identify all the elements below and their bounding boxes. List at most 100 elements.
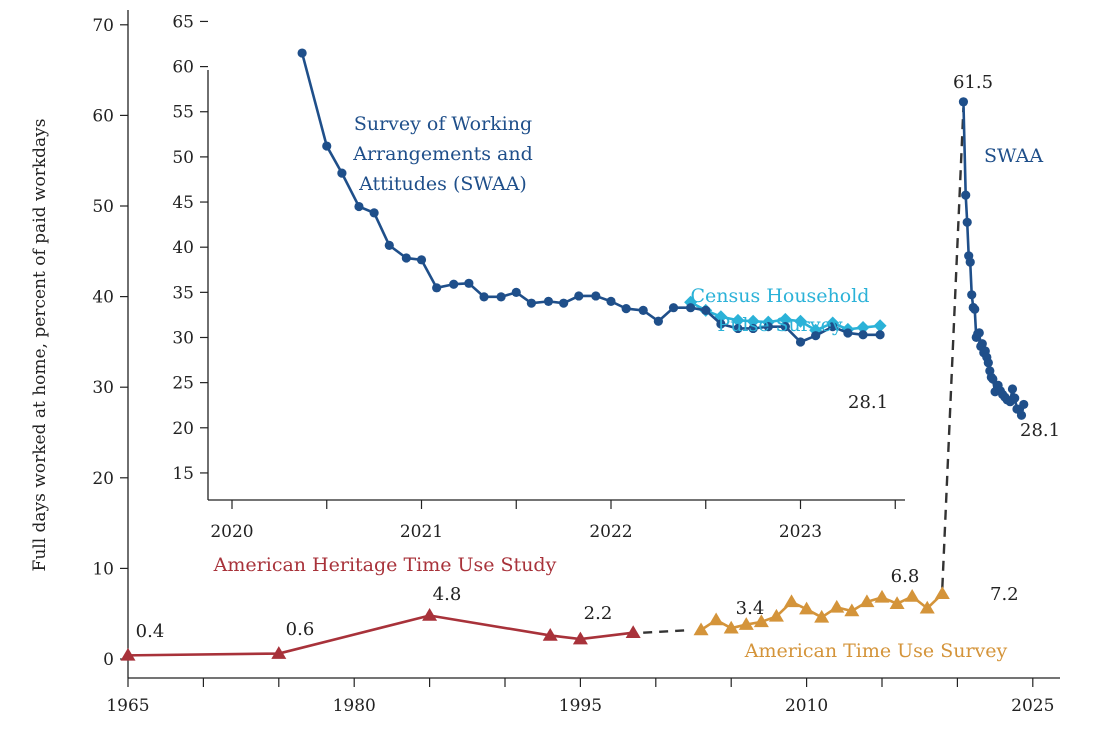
main-y-axis-label: Full days worked at home, percent of pai… [30,119,50,572]
inset-series-label-survey-of-working: Survey of Working [354,113,532,135]
main-y-tick-label: 50 [92,197,114,217]
inset-x-tick-label: 2022 [589,522,632,542]
atus-swaa-connector-line [941,107,965,588]
inset-survey-of-working-arrangements-and-attitudes-swaa-point [464,278,474,288]
main-swaa-point [970,304,980,314]
main-data-label: 0.4 [136,621,165,642]
main-series-label-american-heritage-time-use-study: American Heritage Time Use Study [213,554,557,576]
inset-survey-of-working-arrangements-and-attitudes-swaa-point [875,330,885,340]
main-swaa-point [961,190,971,200]
main-x-tick-label: 2010 [785,696,828,716]
inset-survey-of-working-arrangements-and-attitudes-swaa-point [843,328,853,338]
main-x-tick-label: 1980 [333,696,376,716]
inset-y-tick-label: 65 [172,12,194,32]
inset-survey-of-working-arrangements-and-attitudes-swaa-point [432,283,442,293]
inset-survey-of-working-arrangements-and-attitudes-swaa-point [780,322,790,332]
main-swaa-point [1010,393,1020,403]
main-american-time-use-survey-point [814,609,830,623]
inset-x-tick-label: 2023 [779,522,822,542]
ahtus-atus-connector-line [643,628,692,634]
main-data-label: 61.5 [953,72,993,93]
inset-survey-of-working-arrangements-and-attitudes-swaa-point [401,253,411,263]
inset-y-tick-label: 60 [172,58,194,78]
inset-survey-of-working-arrangements-and-attitudes-swaa-point [701,305,711,315]
inset-series-label-attitudes-swaa: Attitudes (SWAA) [358,173,527,195]
inset-survey-of-working-arrangements-and-attitudes-swaa-point [526,298,537,308]
inset-series-label-arrangements-and: Arrangements and [352,143,533,165]
inset-census-household-pulse-survey-point [746,314,760,328]
main-american-heritage-time-use-study-point [422,608,438,621]
main-data-label: 3.4 [736,598,765,619]
inset-y-tick-label: 40 [172,238,194,258]
inset-survey-of-working-arrangements-and-attitudes-swaa-point [858,330,868,340]
main-swaa-point [1007,384,1018,394]
main-y-tick-label: 20 [92,469,114,489]
inset-survey-of-working-arrangements-and-attitudes-swaa-point [733,323,743,334]
inset-survey-of-working-arrangements-and-attitudes-swaa-point [559,298,569,308]
main-data-label: 0.6 [286,619,315,640]
inset-y-tick-label: 20 [172,419,194,439]
main-american-time-use-survey-point [768,608,784,622]
main-swaa-point [974,328,984,338]
inset-survey-of-working-arrangements-and-attitudes-swaa-point [384,240,394,250]
inset-survey-of-working-arrangements-and-attitudes-swaa-point [653,316,663,326]
inset-survey-of-working-arrangements-and-attitudes-swaa-point [828,322,838,332]
main-american-time-use-survey-point [829,599,845,613]
inset-survey-of-working-arrangements-and-attitudes-swaa-point [795,337,806,347]
inset-census-household-pulse-survey-point [794,314,807,328]
main-x-tick-label: 1965 [106,696,149,716]
inset-survey-of-working-arrangements-and-attitudes-swaa-point [297,48,307,58]
main-swaa-point [958,97,969,107]
main-y-tick-label: 40 [92,288,114,308]
main-y-tick-label: 60 [92,106,114,126]
inset-survey-of-working-arrangements-and-attitudes-swaa-point [763,322,773,332]
inset-y-tick-label: 15 [172,464,194,484]
main-data-label: 28.1 [1020,420,1060,441]
main-american-time-use-survey-point [799,601,815,615]
main-x-tick-label: 1995 [559,696,602,716]
main-american-heritage-time-use-study-point [542,627,558,641]
main-american-time-use-survey-point [723,620,739,634]
main-american-heritage-time-use-study-line [127,614,634,657]
main-swaa-point [962,217,972,227]
inset-survey-of-working-arrangements-and-attitudes-swaa-point [496,292,506,302]
inset-survey-of-working-arrangements-and-attitudes-swaa-point [574,291,584,301]
main-american-time-use-survey-point [904,588,920,602]
inset-y-tick-label: 30 [172,328,194,348]
main-x-tick-label: 2025 [1011,696,1054,716]
main-american-heritage-time-use-study-point [271,646,287,659]
main-american-time-use-survey-point [753,614,769,628]
inset-survey-of-working-arrangements-and-attitudes-swaa-point [369,208,379,218]
inset-y-tick-label: 35 [172,283,194,303]
main-data-label: 2.2 [584,603,613,624]
main-american-time-use-survey-point [874,589,890,603]
main-american-time-use-survey-point [889,596,905,609]
main-data-label: 6.8 [891,566,920,587]
main-american-time-use-survey-point [844,603,860,617]
main-y-tick-label: 0 [103,650,114,670]
inset-survey-of-working-arrangements-and-attitudes-swaa-point [748,323,758,334]
inset-survey-of-working-arrangements-and-attitudes-swaa-point [606,296,616,306]
main-american-heritage-time-use-study-point [572,631,588,645]
inset-census-household-pulse-survey-point [778,312,792,326]
inset-survey-of-working-arrangements-and-attitudes-swaa-point [685,303,696,313]
main-y-tick-label: 10 [92,559,114,579]
inset-y-tick-label: 55 [172,103,194,123]
inset-x-tick-label: 2021 [400,522,443,542]
main-swaa-point [1019,399,1029,410]
main-data-label: 7.2 [990,584,1019,605]
inset-y-tick-label: 50 [172,148,194,168]
main-american-time-use-survey-point [919,600,935,614]
inset-x-tick-label: 2020 [210,522,253,542]
inset-survey-of-working-arrangements-and-attitudes-swaa-point [449,279,459,289]
main-swaa-point [1016,410,1027,420]
inset-survey-of-working-arrangements-and-attitudes-swaa-point [716,319,726,329]
inset-census-household-pulse-survey-point [873,319,887,333]
main-american-time-use-survey-point [784,594,800,608]
inset-survey-of-working-arrangements-and-attitudes-swaa-point [638,305,648,315]
inset-y-tick-label: 45 [172,193,194,213]
inset-y-tick-label: 25 [172,374,194,394]
main-y-tick-label: 70 [92,16,114,36]
main-swaa-point [983,358,993,368]
